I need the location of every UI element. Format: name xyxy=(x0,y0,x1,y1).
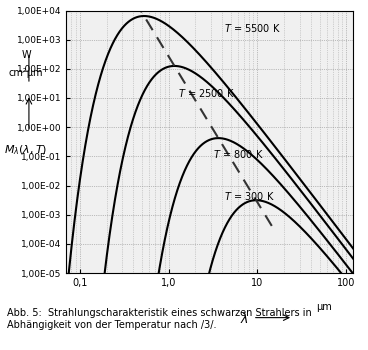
Text: $\lambda$: $\lambda$ xyxy=(240,312,248,326)
Text: $T$ = 300 K: $T$ = 300 K xyxy=(224,189,275,202)
Text: $T$ = 2500 K: $T$ = 2500 K xyxy=(178,87,235,99)
Text: Abb. 5:  Strahlungscharakteristik eines schwarzen Strahlers in
Abhängigkeit von : Abb. 5: Strahlungscharakteristik eines s… xyxy=(7,308,312,330)
Text: µm: µm xyxy=(316,302,332,312)
Text: W: W xyxy=(21,50,31,60)
Text: $M_\lambda(\lambda,T)$: $M_\lambda(\lambda,T)$ xyxy=(4,144,47,157)
Text: $T$ = 800 K: $T$ = 800 K xyxy=(213,147,263,160)
Text: cm²µm: cm²µm xyxy=(9,68,43,78)
Text: $T$ = 5500 K: $T$ = 5500 K xyxy=(224,21,281,34)
